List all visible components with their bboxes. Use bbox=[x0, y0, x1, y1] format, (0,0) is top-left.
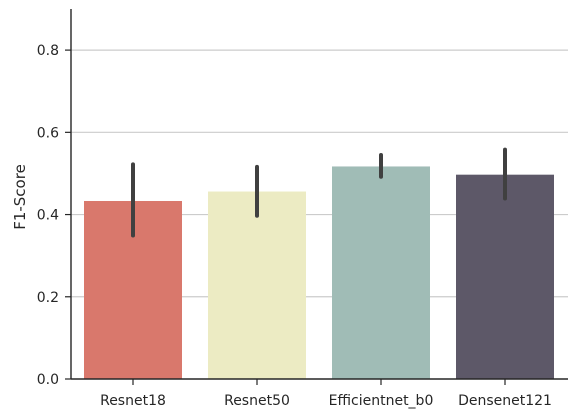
error-bars bbox=[131, 147, 507, 238]
bar bbox=[332, 166, 430, 379]
x-tick-label: Resnet50 bbox=[224, 393, 290, 409]
y-tick-label: 0.4 bbox=[37, 208, 59, 224]
bars bbox=[84, 166, 554, 379]
axes bbox=[70, 9, 568, 380]
y-tick-label: 0.0 bbox=[37, 372, 59, 388]
x-tick-label: Resnet18 bbox=[100, 393, 166, 409]
x-tick-label: Densenet121 bbox=[458, 393, 552, 409]
x-tick-label: Efficientnet_b0 bbox=[329, 393, 434, 409]
y-ticks: 0.0 0.2 0.4 0.6 0.8 bbox=[37, 43, 71, 388]
y-tick-label: 0.8 bbox=[37, 43, 59, 59]
y-axis-title: F1-Score bbox=[11, 164, 29, 230]
y-tick-label: 0.6 bbox=[37, 125, 59, 141]
bar bbox=[208, 191, 306, 379]
y-tick-label: 0.2 bbox=[37, 290, 59, 306]
bar bbox=[456, 174, 554, 379]
x-ticks: Resnet18 Resnet50 Efficientnet_b0 Densenet1… bbox=[100, 379, 552, 409]
